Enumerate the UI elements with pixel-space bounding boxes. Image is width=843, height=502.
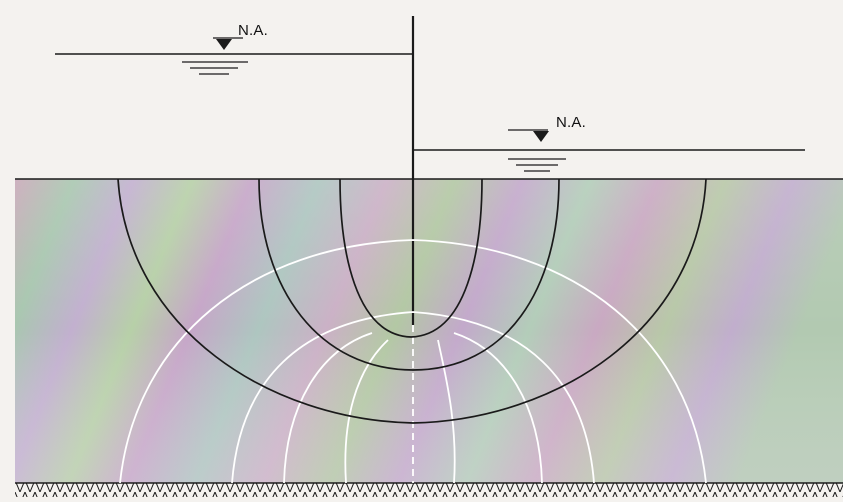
equipotential-line-6 <box>453 332 543 484</box>
soil-shade <box>15 179 843 483</box>
upstream-na-triangle-icon <box>216 39 232 50</box>
flow-line-2 <box>258 178 560 371</box>
equipotential-line-3 <box>283 332 373 484</box>
upstream-water-ticks <box>182 61 248 75</box>
impermeable-base-hatching <box>15 483 843 497</box>
upstream-na-label: N.A. <box>238 22 268 39</box>
flow-line-1 <box>339 178 483 338</box>
downstream-na-label: N.A. <box>556 114 586 131</box>
flow-lines <box>117 178 707 424</box>
equipotential-line-4 <box>344 339 389 484</box>
downstream-na-triangle-icon <box>533 131 549 142</box>
equipotential-line-1 <box>119 239 707 484</box>
downstream-water-ticks <box>508 158 566 172</box>
flow-line-3 <box>117 178 707 424</box>
equipotential-line-5 <box>437 339 456 484</box>
equipotential-lines <box>119 239 707 484</box>
equipotential-line-2 <box>231 311 595 484</box>
